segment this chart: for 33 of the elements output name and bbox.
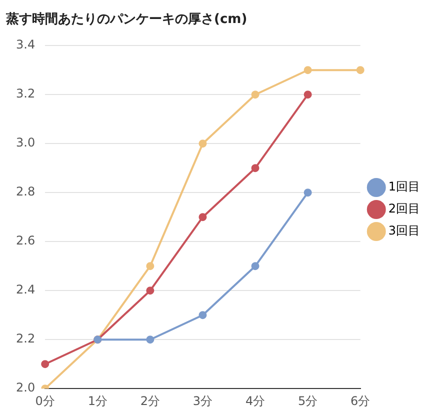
x-tick-label: 4分 [245, 394, 266, 408]
point [198, 213, 207, 222]
point [356, 66, 364, 74]
x-tick-label: 3分 [192, 394, 213, 408]
point [251, 262, 260, 270]
y-tick-label: 3.4 [16, 38, 36, 52]
x-tick-label: 1分 [88, 394, 108, 408]
chart-title: 蒸す時間あたりのパンケーキの厚さ(cm) [5, 11, 248, 28]
y-tick-label: 2.0 [16, 380, 36, 395]
y-tick-label: 2.4 [16, 282, 36, 297]
point [146, 336, 154, 344]
y-tick-label: 2.2 [16, 332, 36, 346]
x-tick-label: 6分 [350, 394, 370, 408]
x-tick-label: 2分 [140, 394, 160, 408]
y-tick-label: 3.0 [16, 136, 36, 150]
legend-label: 1回目 [388, 180, 420, 194]
point [251, 164, 260, 172]
point [251, 90, 260, 99]
y-tick-label: 3.2 [16, 86, 36, 101]
x-tick-label: 5分 [298, 394, 318, 408]
point [304, 90, 312, 99]
y-tick-label: 2.6 [16, 234, 36, 248]
y-tick-label: 2.8 [16, 184, 36, 199]
legend-label: 3回目 [388, 224, 420, 238]
point [304, 188, 312, 197]
point [304, 66, 312, 74]
point [198, 311, 207, 320]
point [146, 286, 154, 295]
point [146, 262, 154, 270]
legend-label: 2回目 [388, 202, 420, 216]
x-tick-label: 0分 [35, 394, 55, 408]
point [198, 140, 207, 148]
point [41, 360, 50, 368]
